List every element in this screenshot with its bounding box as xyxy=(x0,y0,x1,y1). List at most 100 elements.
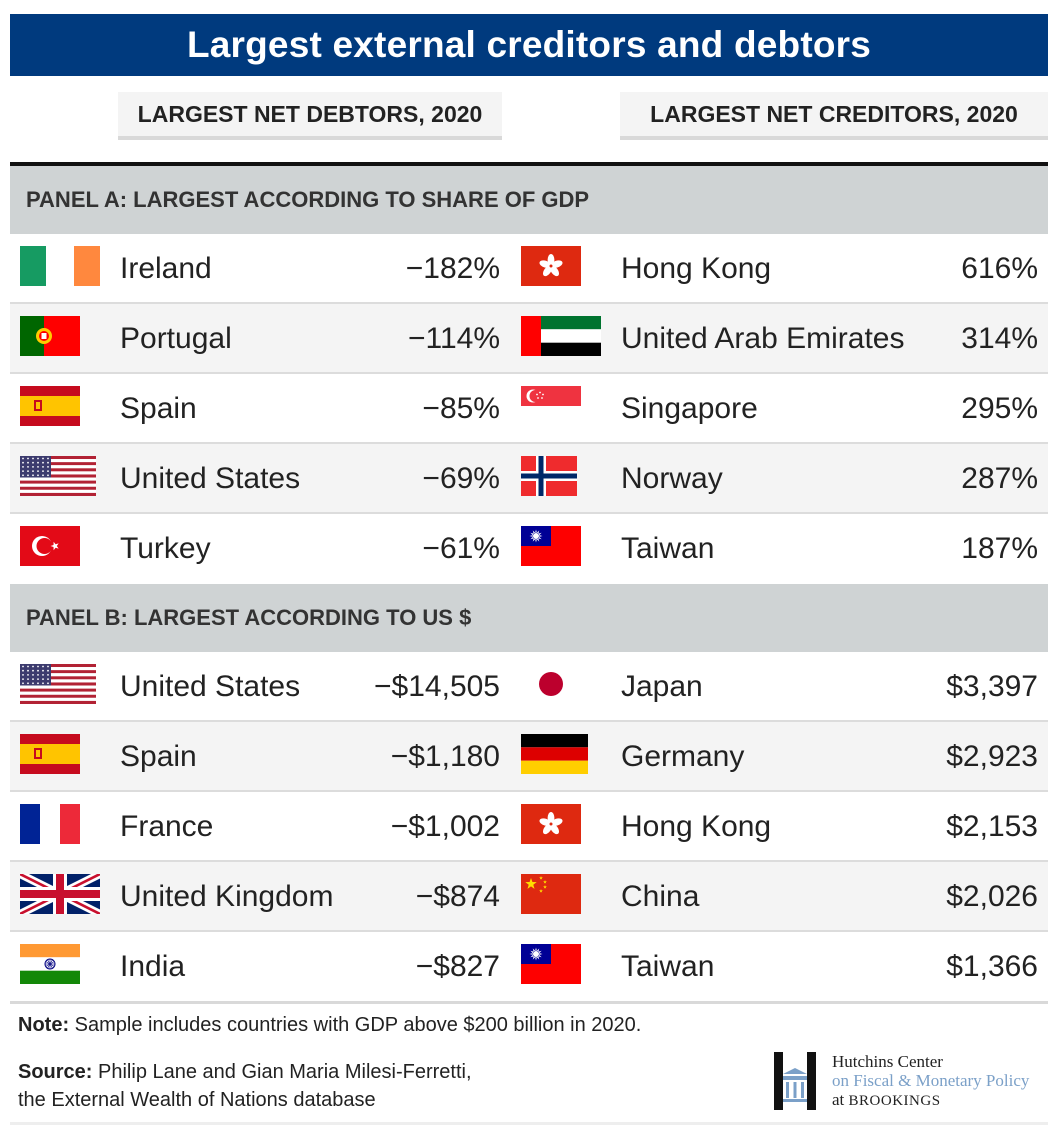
country-value: −$827 xyxy=(415,950,500,983)
logo-line2: on Fiscal & Monetary Policy xyxy=(832,1071,1030,1090)
country-value: $3,397 xyxy=(946,670,1038,703)
country-name: Singapore xyxy=(621,392,758,425)
spain-flag-icon xyxy=(20,386,80,426)
row-separator xyxy=(10,720,1048,722)
row-separator xyxy=(10,442,1048,444)
table-row: France −$1,002 Hong Kong $2,153 xyxy=(10,792,1048,862)
hong-kong-flag-icon xyxy=(521,804,581,844)
us-flag-icon xyxy=(20,456,96,496)
country-name: United States xyxy=(120,670,301,703)
footer-divider xyxy=(10,1001,1048,1004)
row-separator xyxy=(10,860,1048,862)
taiwan-flag-icon xyxy=(521,944,581,984)
logo-text: Hutchins Center on Fiscal & Monetary Pol… xyxy=(832,1052,1029,1111)
country-value: −61% xyxy=(422,532,500,565)
country-name: France xyxy=(120,810,214,843)
debtors-column-header: LARGEST NET DEBTORS, 2020 xyxy=(118,92,502,140)
table-row: Spain −$1,180 Germany $2,923 xyxy=(10,722,1048,792)
note: Note: Sample includes countries with GDP… xyxy=(18,1014,641,1037)
source-label: Source: xyxy=(18,1061,93,1083)
table-row: United States −69% Norway 287% xyxy=(10,444,1048,514)
country-value: $2,153 xyxy=(946,810,1038,843)
france-flag-icon xyxy=(20,804,80,844)
country-name: Taiwan xyxy=(621,532,715,565)
country-value: 187% xyxy=(961,532,1038,565)
norway-flag-icon xyxy=(521,456,577,496)
country-name: Portugal xyxy=(120,322,232,355)
country-name: Hong Kong xyxy=(621,252,772,285)
country-name: India xyxy=(120,950,186,983)
country-name: Hong Kong xyxy=(621,810,772,843)
row-separator xyxy=(10,930,1048,932)
us-flag-icon xyxy=(20,664,96,704)
country-name: Ireland xyxy=(120,252,212,285)
country-value: 295% xyxy=(961,392,1038,425)
title-bar: Largest external creditors and debtors xyxy=(10,14,1048,76)
uk-flag-icon xyxy=(20,874,100,914)
country-name: United States xyxy=(120,462,301,495)
hutchins-h-icon xyxy=(774,1052,816,1110)
country-name: Norway xyxy=(621,462,723,495)
hong-kong-flag-icon xyxy=(521,246,581,286)
source-line1: Philip Lane and Gian Maria Milesi-Ferret… xyxy=(92,1061,472,1083)
country-value: $2,026 xyxy=(946,880,1038,913)
country-name: Germany xyxy=(621,740,745,773)
ireland-flag-icon xyxy=(20,246,100,286)
spain-flag-icon xyxy=(20,734,80,774)
country-value: −114% xyxy=(407,322,500,355)
country-value: −$14,505 xyxy=(374,670,500,703)
note-text: Sample includes countries with GDP above… xyxy=(69,1014,642,1036)
country-value: $1,366 xyxy=(946,950,1038,983)
china-flag-icon xyxy=(521,874,581,914)
hutchins-logo: Hutchins Center on Fiscal & Monetary Pol… xyxy=(772,1052,1052,1112)
country-name: Turkey xyxy=(120,532,211,565)
country-name: United Kingdom xyxy=(120,880,334,913)
table-row: Portugal −114% United Arab Emirates 314% xyxy=(10,304,1048,374)
logo-line1: Hutchins Center xyxy=(832,1052,943,1071)
creditors-column-header: LARGEST NET CREDITORS, 2020 xyxy=(620,92,1048,140)
country-value: −182% xyxy=(405,252,500,285)
table-row: Turkey −61% Taiwan 187% xyxy=(10,514,1048,584)
country-value: $2,923 xyxy=(946,740,1038,773)
country-value: 616% xyxy=(961,252,1038,285)
taiwan-flag-icon xyxy=(521,526,581,566)
germany-flag-icon xyxy=(521,734,588,774)
country-value: −$1,180 xyxy=(390,740,500,773)
table-row: Spain −85% Singapore 295% xyxy=(10,374,1048,444)
portugal-flag-icon xyxy=(20,316,80,356)
country-value: −$874 xyxy=(415,880,500,913)
chart-title: Largest external creditors and debtors xyxy=(186,24,872,65)
country-value: −69% xyxy=(422,462,500,495)
logo-line3: at BROOKINGS xyxy=(832,1090,1029,1111)
logo-line3-prefix: at xyxy=(832,1090,849,1109)
country-name: Spain xyxy=(120,740,197,773)
header-divider xyxy=(10,162,1048,167)
source-line2: the External Wealth of Nations database xyxy=(18,1089,376,1111)
panel-header: PANEL A: LARGEST ACCORDING TO SHARE OF G… xyxy=(10,166,1048,234)
row-separator xyxy=(10,372,1048,374)
country-name: Spain xyxy=(120,392,197,425)
table-row: Ireland −182% Hong Kong 616% xyxy=(10,234,1048,304)
japan-flag-icon xyxy=(521,664,581,704)
country-value: −$1,002 xyxy=(390,810,500,843)
country-value: 314% xyxy=(961,322,1038,355)
row-separator xyxy=(10,512,1048,514)
source: Source: Philip Lane and Gian Maria Miles… xyxy=(18,1058,472,1114)
country-name: Japan xyxy=(621,670,703,703)
country-name: United Arab Emirates xyxy=(621,322,905,355)
table-row: United States −$14,505 Japan $3,397 xyxy=(10,652,1048,722)
logo-line3-name: BROOKINGS xyxy=(848,1093,941,1109)
country-value: −85% xyxy=(422,392,500,425)
note-label: Note: xyxy=(18,1014,70,1036)
row-separator xyxy=(10,790,1048,792)
singapore-flag-icon xyxy=(521,386,581,426)
country-name: China xyxy=(621,880,700,913)
turkey-flag-icon xyxy=(20,526,80,566)
row-separator xyxy=(10,302,1048,304)
india-flag-icon xyxy=(20,944,80,984)
table-row: United Kingdom −$874 China $2,026 xyxy=(10,862,1048,932)
panel-header: PANEL B: LARGEST ACCORDING TO US $ xyxy=(10,584,1048,652)
uae-flag-icon xyxy=(521,316,601,356)
country-name: Taiwan xyxy=(621,950,715,983)
table-row: India −$827 Taiwan $1,366 xyxy=(10,932,1048,1002)
